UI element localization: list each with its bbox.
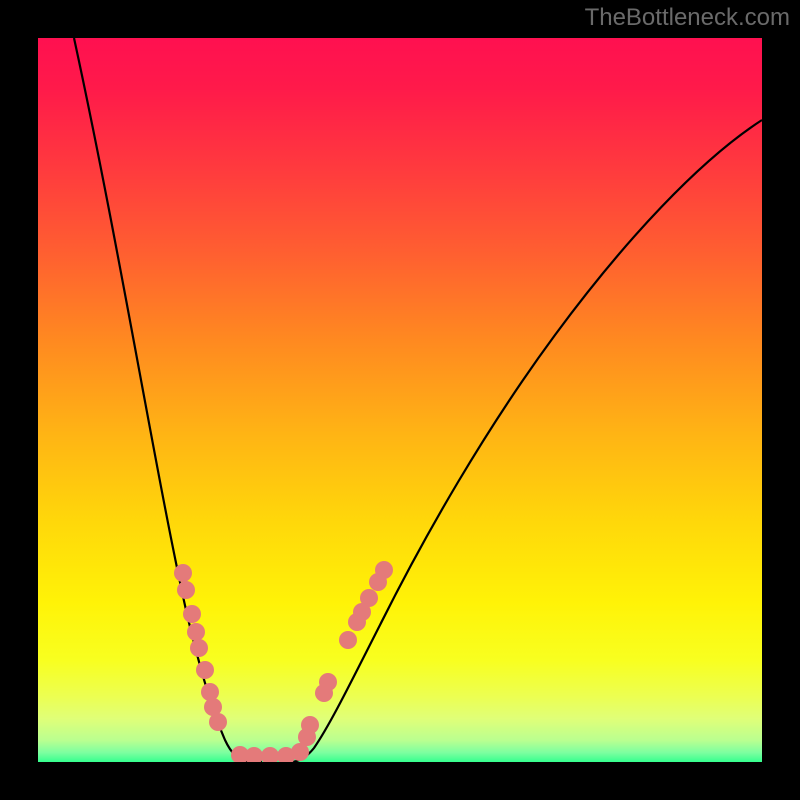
data-point — [375, 561, 393, 579]
data-point — [196, 661, 214, 679]
data-point — [190, 639, 208, 657]
data-point — [291, 743, 309, 761]
data-point — [261, 747, 279, 765]
data-point — [339, 631, 357, 649]
gradient-background — [38, 38, 762, 762]
chart-container: TheBottleneck.com — [0, 0, 800, 800]
data-point — [319, 673, 337, 691]
data-point — [177, 581, 195, 599]
data-point — [201, 683, 219, 701]
data-point — [301, 716, 319, 734]
data-point — [183, 605, 201, 623]
data-point — [245, 747, 263, 765]
data-point — [174, 564, 192, 582]
data-point — [360, 589, 378, 607]
data-point — [187, 623, 205, 641]
bottleneck-chart — [0, 0, 800, 800]
watermark-text: TheBottleneck.com — [585, 4, 790, 32]
data-point — [209, 713, 227, 731]
